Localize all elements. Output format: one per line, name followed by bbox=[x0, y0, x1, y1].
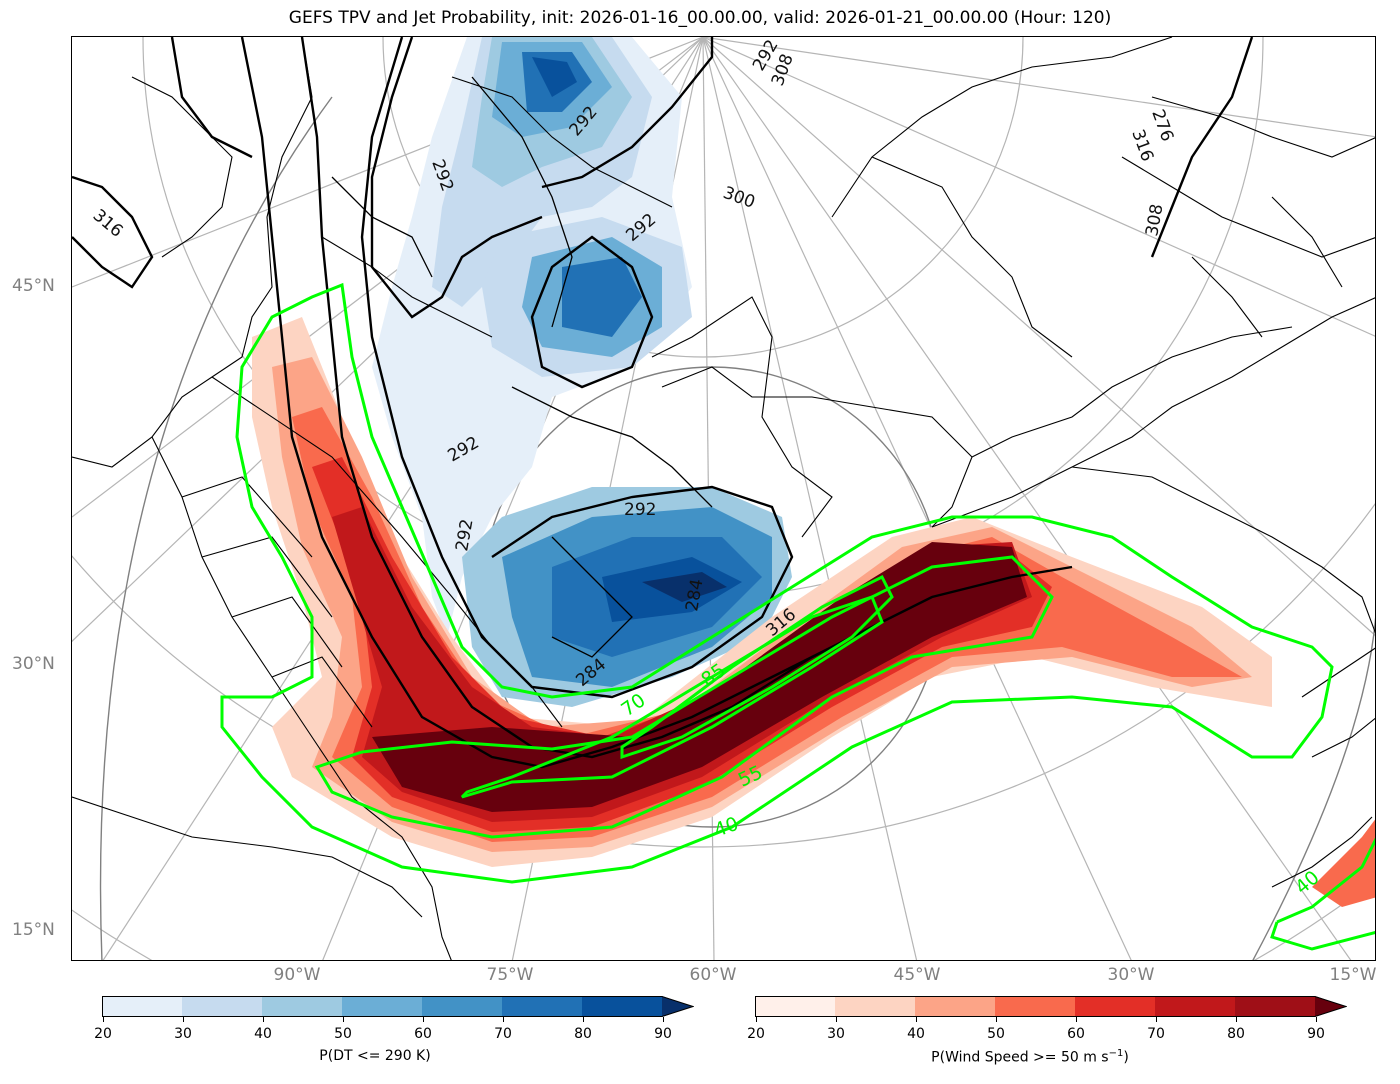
dt-label: 300 bbox=[720, 183, 757, 213]
colorbar-wind-tick-label: 60 bbox=[1067, 1026, 1085, 1042]
colorbar-wind-tick-label: 30 bbox=[827, 1026, 845, 1042]
colorbar-tpv-tick-mark bbox=[503, 1017, 504, 1022]
colorbar-tpv-color-segment bbox=[182, 996, 262, 1017]
colorbar-tpv-tick-mark bbox=[663, 1017, 664, 1022]
colorbar-wind-tick-mark bbox=[756, 1017, 757, 1022]
lat-label-15n: 15°N bbox=[12, 920, 55, 940]
colorbar-wind-tick-label: 80 bbox=[1227, 1026, 1245, 1042]
colorbar-wind-tick-label: 90 bbox=[1307, 1026, 1325, 1042]
colorbar-tpv-tick-mark bbox=[423, 1017, 424, 1022]
colorbar-wind bbox=[755, 996, 1347, 1017]
dt-contours bbox=[72, 37, 1254, 769]
colorbar-tpv-tick-label: 90 bbox=[654, 1026, 672, 1042]
dt-label: 316 bbox=[89, 206, 127, 242]
colorbar-tpv-tick-label: 80 bbox=[574, 1026, 592, 1042]
colorbar-wind-color-segment bbox=[1235, 996, 1315, 1017]
colorbar-wind-color-segment bbox=[755, 996, 835, 1017]
dt-thin-contours bbox=[331, 76, 713, 658]
dt-label: 276 bbox=[1147, 107, 1177, 144]
colorbar-tpv-tick-label: 60 bbox=[414, 1026, 432, 1042]
lon-label-45w: 45°W bbox=[893, 965, 941, 985]
graticule bbox=[72, 37, 1375, 960]
colorbar-wind-tick-label: 50 bbox=[987, 1026, 1005, 1042]
map-canvas: 292 292 292 300 292 292 292 292 284 284 … bbox=[72, 37, 1375, 960]
colorbar-tpv-tick-label: 70 bbox=[494, 1026, 512, 1042]
colorbar-tpv-color-segment bbox=[342, 996, 422, 1017]
coastlines bbox=[72, 37, 1375, 960]
colorbar-tpv-color-segment bbox=[262, 996, 342, 1017]
wind-label: 40 bbox=[1291, 866, 1324, 898]
dt-label: 316 bbox=[1127, 127, 1157, 164]
colorbar-wind-label: P(Wind Speed >= 50 m s−1) bbox=[931, 1048, 1129, 1066]
colorbar-tpv-color-segment bbox=[102, 996, 182, 1017]
colorbar-wind-tick-mark bbox=[1076, 1017, 1077, 1022]
lon-label-75w: 75°W bbox=[486, 965, 534, 985]
tpv-probability-shading bbox=[372, 37, 792, 707]
colorbar-tpv bbox=[102, 996, 694, 1017]
colorbar-wind-tick-mark bbox=[916, 1017, 917, 1022]
colorbar-wind-tick-label: 70 bbox=[1147, 1026, 1165, 1042]
map-panel: 292 292 292 300 292 292 292 292 284 284 … bbox=[71, 36, 1376, 961]
lat-label-30n: 30°N bbox=[12, 654, 55, 674]
colorbar-wind-tick-mark bbox=[1156, 1017, 1157, 1022]
colorbar-tpv-tick-label: 20 bbox=[94, 1026, 112, 1042]
colorbar-tpv-color-segment bbox=[422, 996, 502, 1017]
lat-label-45n: 45°N bbox=[12, 276, 55, 296]
colorbar-tpv-tick-label: 40 bbox=[254, 1026, 272, 1042]
colorbar-wind-color-segment bbox=[915, 996, 995, 1017]
colorbar-wind-tick-mark bbox=[1236, 1017, 1237, 1022]
colorbar-wind-tick-label: 20 bbox=[747, 1026, 765, 1042]
colorbar-wind-color-segment bbox=[1155, 996, 1235, 1017]
wind-label: 40 bbox=[711, 813, 741, 842]
map-title: GEFS TPV and Jet Probability, init: 2026… bbox=[288, 8, 1112, 28]
colorbar-tpv-label: P(DT <= 290 K) bbox=[319, 1048, 431, 1064]
jet-wind-contours bbox=[220, 282, 1375, 951]
colorbar-tpv-color-segment bbox=[582, 996, 662, 1017]
colorbar-wind-tick-label: 40 bbox=[907, 1026, 925, 1042]
colorbar-tpv-tick-mark bbox=[103, 1017, 104, 1022]
dt-label: 292 bbox=[624, 500, 656, 520]
colorbar-tpv-tick-mark bbox=[583, 1017, 584, 1022]
colorbar-tpv-tick-label: 50 bbox=[334, 1026, 352, 1042]
colorbar-tpv-tick-mark bbox=[183, 1017, 184, 1022]
lon-label-30w: 30°W bbox=[1107, 965, 1155, 985]
lon-label-60w: 60°W bbox=[689, 965, 737, 985]
colorbar-wind-tick-mark bbox=[1316, 1017, 1317, 1022]
lon-label-15w: 15°W bbox=[1329, 965, 1377, 985]
colorbar-wind-tick-mark bbox=[996, 1017, 997, 1022]
lon-label-90w: 90°W bbox=[273, 965, 321, 985]
colorbar-tpv-color-segment bbox=[502, 996, 582, 1017]
colorbar-wind-color-segment bbox=[1075, 996, 1155, 1017]
colorbar-tpv-tick-label: 30 bbox=[174, 1026, 192, 1042]
dt-label: 308 bbox=[1142, 202, 1167, 237]
colorbar-wind-tick-mark bbox=[836, 1017, 837, 1022]
colorbar-tpv-tick-mark bbox=[263, 1017, 264, 1022]
colorbar-tpv-tick-mark bbox=[343, 1017, 344, 1022]
colorbar-wind-color-segment bbox=[835, 996, 915, 1017]
colorbar-wind-color-segment bbox=[995, 996, 1075, 1017]
